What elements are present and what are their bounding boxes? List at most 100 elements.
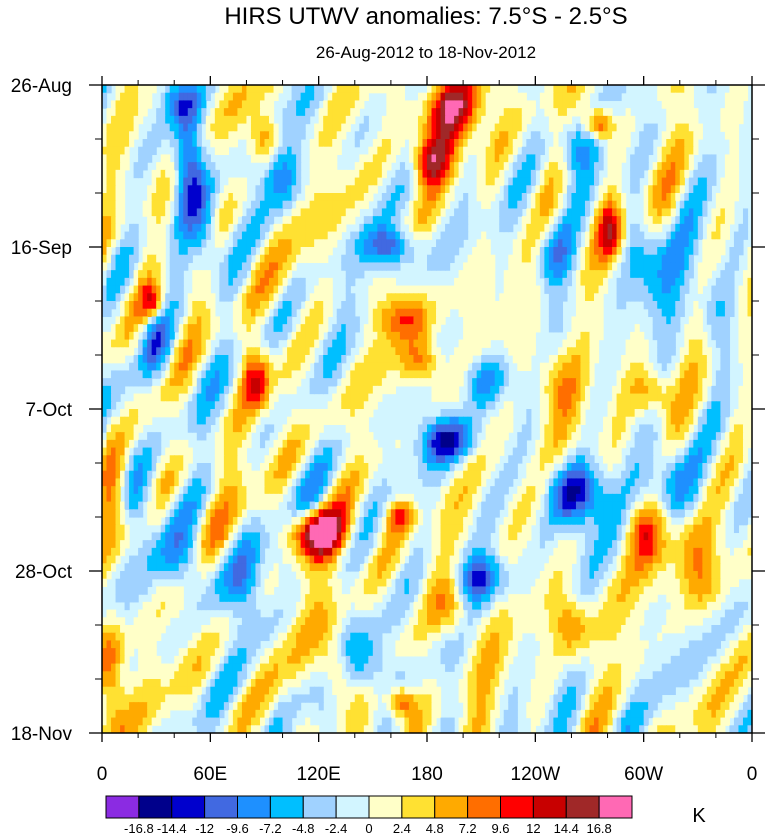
heatmap-cell	[205, 301, 211, 310]
heatmap-cell	[345, 177, 351, 186]
heatmap-cell	[282, 355, 288, 364]
heatmap-cell	[427, 362, 433, 372]
heatmap-cell	[639, 270, 645, 279]
heatmap-cell	[205, 316, 211, 325]
heatmap-cell	[264, 270, 270, 279]
heatmap-cell	[711, 169, 717, 179]
heatmap-cell	[296, 331, 302, 341]
heatmap-cell	[124, 378, 130, 387]
heatmap-cell	[269, 200, 275, 210]
heatmap-cell	[548, 370, 554, 379]
heatmap-cell	[363, 123, 369, 132]
heatmap-cell	[733, 100, 740, 109]
heatmap-cell	[341, 378, 347, 387]
heatmap-cell	[463, 331, 469, 341]
heatmap-cell	[670, 416, 676, 426]
heatmap-cell	[688, 239, 694, 248]
heatmap-cell	[422, 285, 428, 294]
heatmap-cell	[747, 378, 752, 387]
heatmap-cell	[124, 247, 130, 256]
heatmap-cell	[219, 262, 225, 271]
heatmap-cell	[305, 92, 311, 102]
heatmap-cell	[580, 308, 586, 318]
heatmap-cell	[147, 85, 153, 94]
heatmap-cell	[553, 123, 559, 132]
heatmap-cell	[431, 177, 437, 186]
heatmap-cell	[156, 254, 162, 264]
heatmap-cell	[336, 208, 342, 217]
heatmap-cell	[589, 262, 595, 271]
heatmap-cell	[485, 100, 491, 109]
heatmap-cell	[612, 115, 618, 125]
heatmap-cell	[314, 293, 320, 302]
heatmap-cell	[327, 223, 333, 233]
heatmap-cell	[675, 409, 681, 418]
heatmap-cell	[548, 92, 554, 102]
heatmap-cell	[354, 416, 360, 426]
heatmap-cell	[697, 393, 703, 402]
heatmap-cell	[652, 123, 658, 132]
heatmap-cell	[688, 115, 694, 125]
heatmap-cell	[300, 115, 306, 125]
heatmap-cell	[156, 393, 162, 402]
heatmap-cell	[720, 355, 726, 364]
heatmap-cell	[445, 146, 451, 156]
heatmap-cell	[323, 123, 329, 132]
heatmap-cell	[598, 231, 604, 240]
heatmap-cell	[192, 277, 198, 287]
heatmap-cell	[386, 200, 392, 210]
heatmap-cell	[643, 339, 649, 348]
heatmap-cell	[670, 162, 676, 171]
heatmap-cell	[521, 277, 527, 287]
heatmap-cell	[594, 169, 600, 179]
heatmap-cell	[354, 393, 360, 402]
heatmap-cell	[445, 108, 451, 117]
heatmap-cell	[553, 223, 559, 233]
heatmap-cell	[413, 285, 419, 294]
heatmap-cell	[553, 324, 559, 333]
heatmap-cell	[219, 131, 225, 140]
heatmap-cell	[490, 100, 496, 109]
heatmap-cell	[458, 231, 464, 240]
heatmap-cell	[702, 193, 708, 202]
heatmap-cell	[314, 416, 320, 426]
heatmap-cell	[282, 301, 288, 310]
heatmap-cell	[214, 385, 220, 395]
heatmap-cell	[124, 277, 130, 287]
heatmap-cell	[684, 432, 690, 441]
heatmap-cell	[417, 154, 424, 163]
heatmap-cell	[350, 293, 356, 302]
heatmap-cell	[697, 185, 703, 194]
heatmap-cell	[679, 216, 685, 225]
heatmap-cell	[490, 270, 496, 279]
heatmap-cell	[652, 293, 658, 302]
heatmap-cell	[372, 262, 378, 271]
heatmap-cell	[205, 131, 211, 140]
heatmap-cell	[187, 169, 193, 179]
heatmap-cell	[192, 247, 198, 256]
heatmap-cell	[661, 139, 667, 148]
heatmap-cell	[165, 169, 171, 179]
heatmap-cell	[431, 316, 437, 325]
heatmap-cell	[584, 370, 591, 379]
heatmap-cell	[350, 393, 356, 402]
heatmap-cell	[589, 293, 595, 302]
heatmap-cell	[372, 208, 378, 217]
heatmap-cell	[237, 177, 243, 186]
heatmap-cell	[133, 393, 139, 402]
heatmap-cell	[174, 115, 180, 125]
heatmap-cell	[305, 254, 311, 264]
heatmap-cell	[183, 385, 189, 395]
heatmap-cell	[575, 393, 582, 402]
heatmap-cell	[702, 247, 708, 256]
heatmap-cell	[688, 370, 694, 379]
heatmap-cell	[417, 139, 424, 148]
heatmap-cell	[603, 115, 609, 125]
heatmap-cell	[747, 339, 752, 348]
heatmap-cell	[521, 239, 527, 248]
heatmap-cell	[120, 139, 126, 148]
heatmap-cell	[259, 285, 266, 294]
heatmap-cell	[575, 416, 582, 426]
heatmap-cell	[729, 285, 735, 294]
heatmap-cell	[652, 193, 658, 202]
